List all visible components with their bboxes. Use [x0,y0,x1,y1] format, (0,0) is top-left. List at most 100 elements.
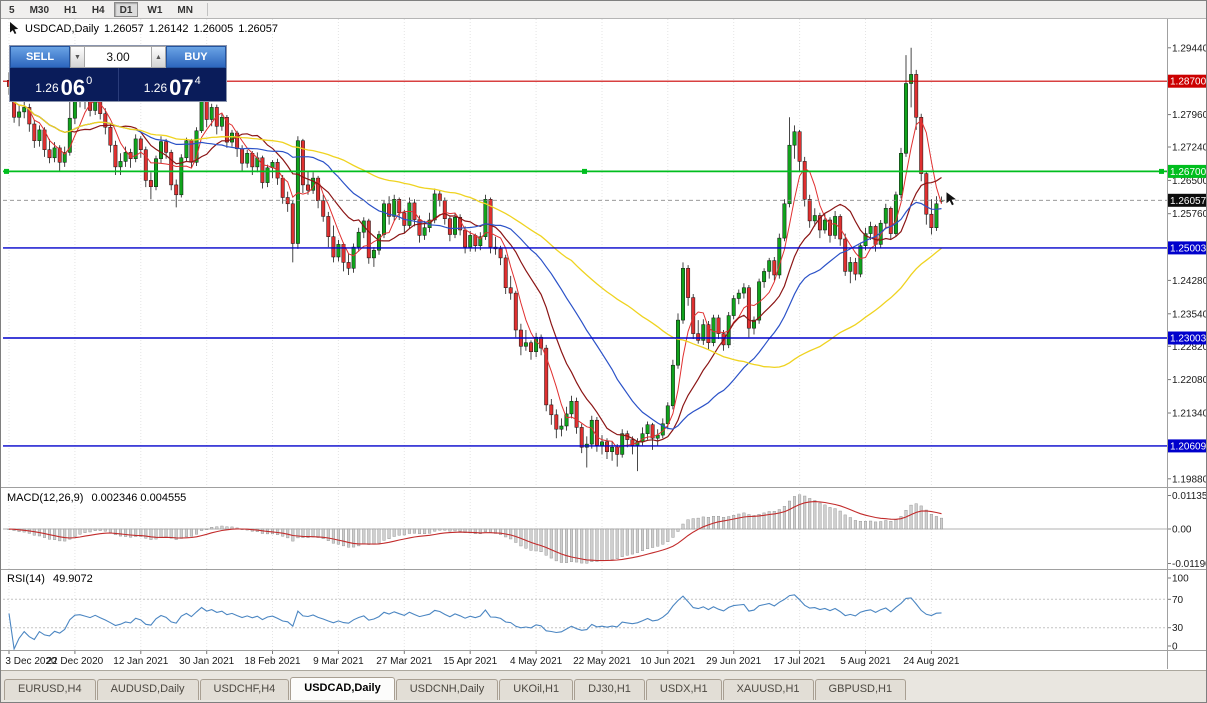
cursor-icon [10,22,19,34]
macd-indicator-label: MACD(12,26,9) 0.002346 0.004555 [7,492,191,504]
svg-text:12 Jan 2021: 12 Jan 2021 [113,656,168,667]
svg-text:0.01135: 0.01135 [1172,491,1207,502]
volume-input[interactable]: 3.00 [85,46,151,68]
tab-usdchf-h4[interactable]: USDCHF,H4 [199,679,290,700]
pane-separators [1,19,1206,669]
tab-eurusd-h4[interactable]: EURUSD,H4 [4,679,96,700]
svg-text:-0.01190: -0.01190 [1172,559,1207,570]
svg-text:17 Jul 2021: 17 Jul 2021 [774,656,826,667]
volume-increase-button[interactable]: ▲ [151,46,166,68]
svg-text:1.20609: 1.20609 [1170,441,1207,452]
grid-lines [8,19,932,650]
ask-price-display[interactable]: 1.26 07 4 [117,68,227,101]
svg-text:100: 100 [1172,574,1189,585]
candles [7,47,944,472]
tab-xauusd-h1[interactable]: XAUUSD,H1 [722,679,814,700]
svg-text:29 Jun 2021: 29 Jun 2021 [706,656,761,667]
timeframe-mn-button[interactable]: MN [177,5,193,16]
rsi-indicator-label: RSI(14) 49.9072 [7,573,98,585]
bar-high-value: 1.26142 [148,22,189,35]
ohlc-info: USDCAD,Daily 1.26057 1.26142 1.26005 1.2… [9,22,283,35]
macd-name: MACD(12,26,9) [7,492,84,504]
chart-symbol-period: USDCAD,Daily [25,22,99,35]
moving-averages [8,86,942,449]
svg-text:30 Jan 2021: 30 Jan 2021 [179,656,234,667]
mouse-cursor [946,192,956,206]
ma-26-line [8,86,942,430]
pivot-line-axis-label [1168,164,1206,178]
svg-text:4 May 2021: 4 May 2021 [510,656,563,667]
rsi-value: 49.9072 [52,573,93,585]
support-line-3-axis-label [1168,439,1206,453]
svg-text:1.22080: 1.22080 [1172,375,1207,386]
resistance-line-axis-label [1168,74,1206,88]
svg-text:1.19880: 1.19880 [1172,474,1207,485]
bid-price-pips: 06 [60,75,86,100]
rsi-name: RSI(14) [7,573,45,585]
timeframe-h1-button[interactable]: H1 [64,5,77,16]
bid-price-display[interactable]: 1.26 06 0 [10,68,118,101]
timeframe-w1-button[interactable]: W1 [147,5,163,16]
pivot-line-handle[interactable] [1159,168,1164,174]
ask-price-pips: 07 [169,75,194,100]
tab-ukoil-h1[interactable]: UKOil,H1 [499,679,574,700]
bid-price-point: 0 [86,75,93,87]
one-click-trading-panel: SELL ▼ 3.00 ▲ BUY 1.26 06 0 1.26 07 4 [9,45,227,102]
bid-price-prefix: 1.26 [35,81,59,95]
ma-55-line [8,86,942,369]
macd-values: 0.002346 0.004555 [91,492,187,504]
svg-text:1.27960: 1.27960 [1172,110,1207,121]
rsi-line [8,594,942,651]
svg-text:3 Dec 2020: 3 Dec 2020 [5,656,57,667]
svg-text:22 May 2021: 22 May 2021 [573,656,631,667]
timeframe-h4-button[interactable]: H4 [91,5,105,16]
timeframe-d1-button[interactable]: D1 [113,2,139,17]
svg-text:18 Feb 2021: 18 Feb 2021 [244,656,301,667]
tab-dj30-h1[interactable]: DJ30,H1 [574,679,645,700]
macd-signal-line [8,501,942,562]
svg-text:1.25003: 1.25003 [1170,243,1207,254]
sell-button[interactable]: SELL [10,46,70,68]
price-axis[interactable]: 1.29440 1.27960 1.27240 1.26500 1.25760 1.242… [1167,43,1207,653]
ma-13-line [8,86,942,443]
svg-text:30: 30 [1172,623,1184,634]
svg-text:9 Mar 2021: 9 Mar 2021 [313,656,364,667]
svg-text:24 Aug 2021: 24 Aug 2021 [903,656,960,667]
svg-text:1.23540: 1.23540 [1172,309,1207,320]
svg-text:1.27240: 1.27240 [1172,143,1207,154]
macd-pane [3,494,1167,564]
buy-button[interactable]: BUY [166,46,226,68]
svg-text:15 Apr 2021: 15 Apr 2021 [443,656,497,667]
svg-text:1.26700: 1.26700 [1170,167,1207,178]
bid-price-axis-label [1168,193,1206,207]
bar-open-value: 1.26057 [103,22,144,35]
ask-price-point: 4 [194,75,201,87]
svg-text:0.00: 0.00 [1172,525,1192,536]
svg-text:10 Jun 2021: 10 Jun 2021 [640,656,695,667]
volume-decrease-button[interactable]: ▼ [70,46,85,68]
tab-usdcnh-daily[interactable]: USDCNH,Daily [395,679,499,700]
ask-price-prefix: 1.26 [143,81,168,95]
svg-text:22 Dec 2020: 22 Dec 2020 [47,656,104,667]
tab-audusd-daily[interactable]: AUDUSD,Daily [96,679,199,700]
timeframe-toolbar: 5 M30 H1 H4 D1 W1 MN [1,1,1206,19]
svg-text:1.25760: 1.25760 [1172,209,1207,220]
svg-text:1.26500: 1.26500 [1172,176,1207,187]
toolbar-separator [206,3,208,16]
svg-text:1.29440: 1.29440 [1172,43,1207,54]
timeframe-m5-button[interactable]: 5 [9,5,15,16]
chart-tab-bar: EURUSD,H4 AUDUSD,Daily USDCHF,H4 USDCAD,… [1,670,1206,702]
svg-text:1.23003: 1.23003 [1170,334,1207,345]
tab-gbpusd-h1[interactable]: GBPUSD,H1 [814,679,907,700]
svg-text:1.24280: 1.24280 [1172,276,1207,287]
tab-usdcad-daily[interactable]: USDCAD,Daily [290,677,395,700]
tab-usdx-h1[interactable]: USDX,H1 [645,679,722,700]
timeframe-m30-button[interactable]: M30 [29,5,50,16]
pivot-line-handle[interactable] [4,168,9,174]
support-line-1-axis-label [1168,241,1206,255]
support-line-2-axis-label [1168,331,1206,345]
svg-text:5 Aug 2021: 5 Aug 2021 [840,656,891,667]
pivot-line-handle[interactable] [582,168,587,174]
